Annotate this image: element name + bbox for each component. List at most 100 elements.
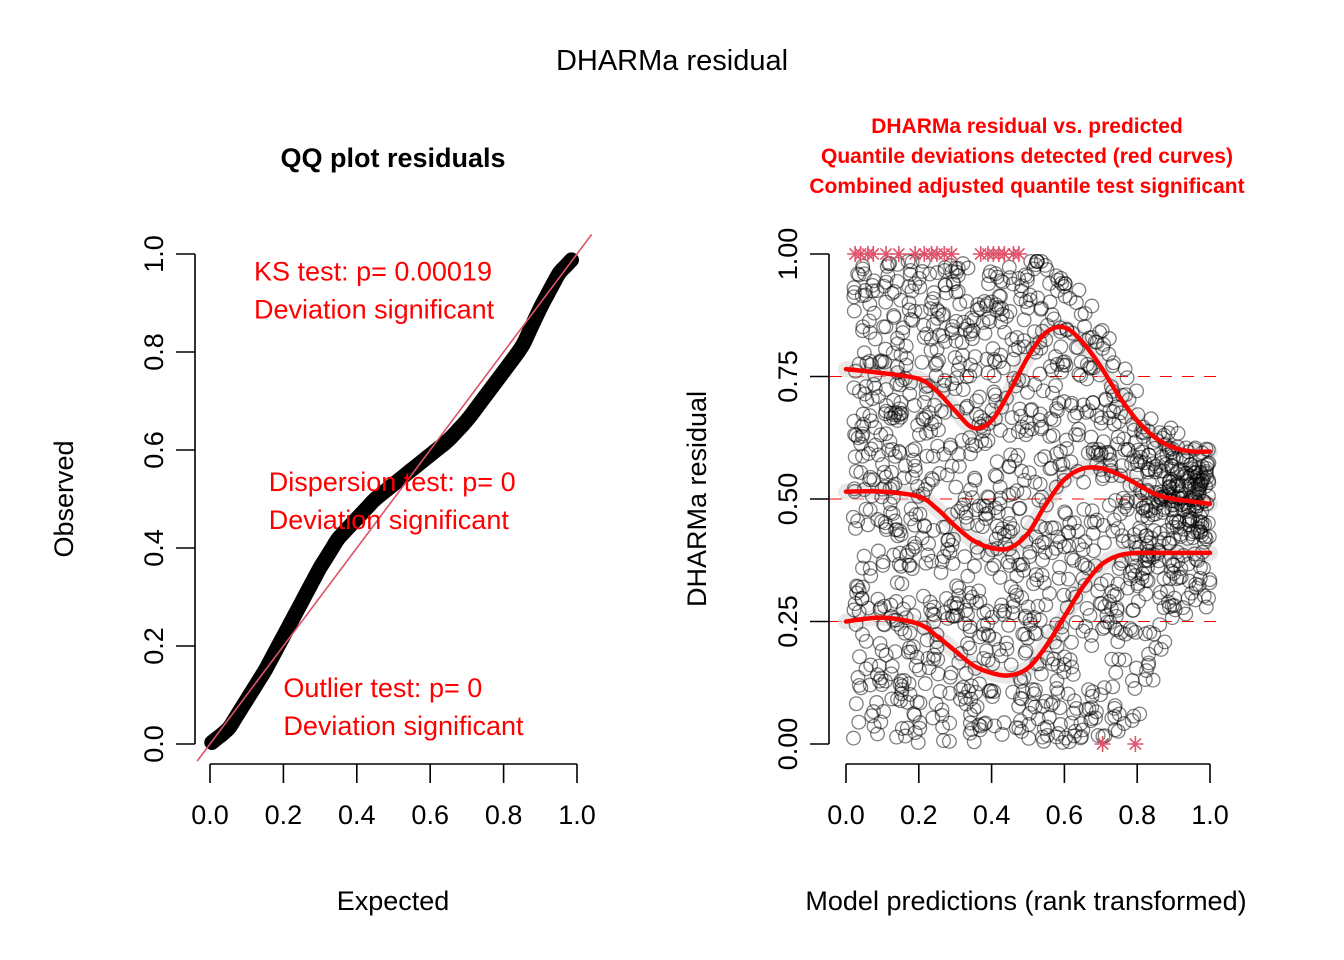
qq-y-tick-label: 0.2 bbox=[139, 627, 169, 665]
residual-point bbox=[1093, 687, 1108, 703]
residual-point bbox=[893, 621, 909, 637]
residual-point bbox=[933, 565, 949, 580]
residual-point bbox=[988, 297, 1004, 313]
residual-point bbox=[954, 500, 969, 516]
residual-point bbox=[989, 469, 1005, 485]
residual-point bbox=[981, 268, 997, 284]
residual-x-axis-label: Model predictions (rank transformed) bbox=[805, 886, 1246, 916]
residual-point bbox=[902, 625, 918, 641]
residual-point bbox=[1048, 479, 1064, 495]
residual-point bbox=[1067, 723, 1083, 739]
residual-title-line: DHARMa residual vs. predicted bbox=[871, 115, 1183, 138]
residual-point bbox=[1097, 619, 1113, 635]
residual-point bbox=[1020, 630, 1035, 646]
residual-point bbox=[944, 537, 960, 553]
residual-point bbox=[1108, 665, 1124, 680]
residual-point bbox=[1050, 685, 1066, 701]
residual-point bbox=[960, 568, 976, 584]
residual-point bbox=[929, 265, 945, 281]
residual-point bbox=[945, 608, 961, 624]
residual-point bbox=[858, 661, 874, 677]
residual-point bbox=[863, 568, 879, 584]
residual-point bbox=[1028, 567, 1044, 583]
residual-point bbox=[996, 607, 1011, 623]
residual-point bbox=[967, 472, 983, 488]
residual-point bbox=[913, 304, 929, 320]
residual-point bbox=[1134, 509, 1150, 524]
residual-point bbox=[1044, 385, 1060, 401]
residual-point bbox=[1124, 673, 1140, 689]
residual-point bbox=[970, 517, 985, 533]
residual-point bbox=[1032, 406, 1048, 422]
residual-point bbox=[849, 585, 865, 601]
residual-point bbox=[912, 720, 928, 736]
residual-point bbox=[1066, 693, 1082, 709]
residual-point bbox=[939, 591, 954, 606]
residual-point bbox=[1073, 306, 1089, 322]
residual-point bbox=[851, 267, 867, 283]
residual-point bbox=[1002, 304, 1018, 319]
residual-point bbox=[959, 293, 975, 309]
residual-point bbox=[888, 522, 904, 538]
residual-point bbox=[1109, 602, 1125, 618]
residual-point bbox=[950, 268, 966, 284]
residual-point bbox=[1027, 474, 1043, 490]
residual-point bbox=[890, 256, 906, 272]
residual-point bbox=[914, 354, 930, 370]
residual-point bbox=[1137, 455, 1153, 471]
residual-point bbox=[894, 576, 910, 592]
residual-point bbox=[899, 720, 915, 736]
residual-point bbox=[1062, 290, 1078, 306]
residual-point bbox=[999, 308, 1015, 324]
residual-point bbox=[1017, 339, 1033, 355]
residual-point bbox=[943, 598, 959, 614]
residual-point bbox=[1111, 706, 1127, 722]
residual-y-axis-label: DHARMa residual bbox=[682, 391, 712, 607]
residual-point bbox=[1005, 598, 1021, 614]
residual-x-tick-label: 0.6 bbox=[1046, 800, 1084, 830]
residual-point bbox=[906, 452, 922, 468]
residual-point bbox=[1103, 452, 1118, 468]
residual-point bbox=[864, 708, 880, 724]
residual-point bbox=[901, 676, 917, 692]
residual-point bbox=[862, 677, 878, 693]
residual-point bbox=[1114, 458, 1130, 474]
residual-point bbox=[904, 469, 920, 485]
qq-observed-curve bbox=[204, 252, 579, 750]
residual-point bbox=[845, 509, 861, 525]
qq-y-tick-label: 0.8 bbox=[139, 333, 169, 371]
residual-point bbox=[1009, 483, 1025, 499]
outlier-marker bbox=[1010, 246, 1027, 262]
residual-point bbox=[903, 262, 918, 278]
residual-point bbox=[965, 323, 981, 339]
residual-point bbox=[954, 432, 970, 448]
residual-point bbox=[866, 305, 882, 321]
residual-point bbox=[1082, 607, 1098, 623]
residual-point bbox=[863, 413, 879, 429]
residual-point bbox=[923, 342, 939, 358]
residual-point bbox=[1066, 552, 1082, 568]
residual-point bbox=[1094, 596, 1110, 612]
residual-point bbox=[851, 677, 867, 693]
residual-point bbox=[1003, 657, 1019, 673]
residual-point bbox=[1166, 510, 1182, 526]
residual-point bbox=[991, 354, 1007, 370]
residual-point bbox=[951, 458, 967, 474]
residual-x-tick-label: 1.0 bbox=[1191, 800, 1229, 830]
residual-point bbox=[884, 442, 900, 457]
residual-point bbox=[873, 353, 889, 369]
residual-point bbox=[1084, 638, 1100, 654]
qq-y-tick-label: 0.6 bbox=[139, 431, 169, 469]
residual-point bbox=[905, 312, 921, 328]
residual-point bbox=[1130, 593, 1146, 609]
residual-point bbox=[927, 414, 943, 430]
residual-point bbox=[984, 561, 1000, 576]
residual-point bbox=[889, 273, 905, 289]
residual-point bbox=[984, 609, 1000, 625]
residual-point bbox=[1004, 410, 1020, 426]
residual-point bbox=[1013, 713, 1029, 729]
quantile-curve-0.75 bbox=[843, 324, 1213, 455]
residual-point bbox=[847, 449, 863, 465]
residual-point bbox=[1063, 715, 1079, 731]
residual-point bbox=[856, 345, 872, 361]
